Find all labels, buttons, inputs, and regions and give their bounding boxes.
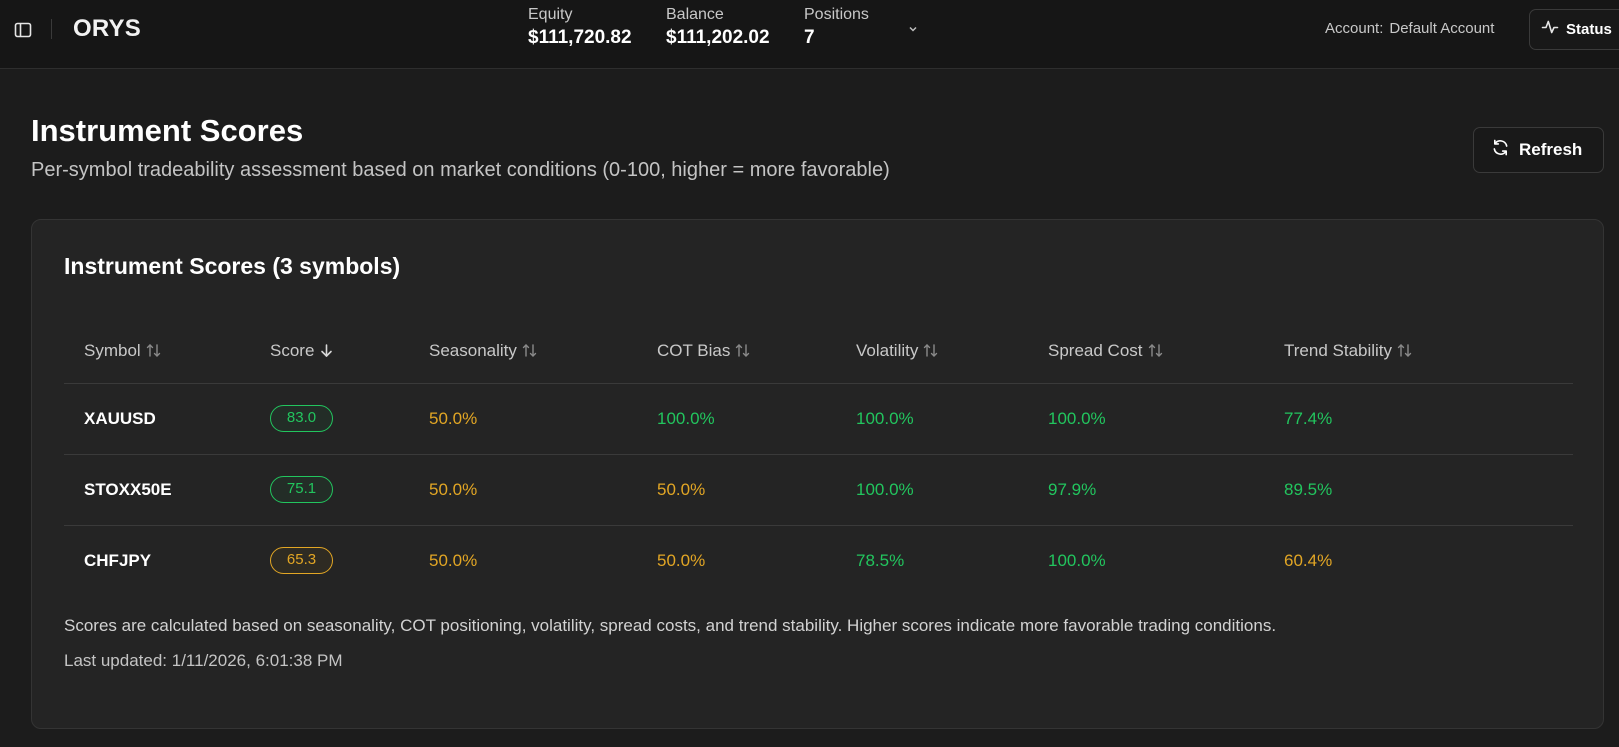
account-label: Account: [1325,20,1384,37]
volatility-cell: 78.5% [856,550,905,570]
chevron-down-icon[interactable] [906,22,920,36]
page-subtitle: Per-symbol tradeability assessment based… [31,159,890,181]
table-row[interactable]: XAUUSD 83.0 50.0% 100.0% 100.0% 100.0% 7… [64,383,1573,455]
balance-label: Balance [666,6,724,23]
score-cell: 65.3 [250,525,409,596]
refresh-button[interactable]: Refresh [1473,127,1604,173]
positions-label: Positions [804,6,869,23]
equity-stat: Equity $111,720.82 [528,5,632,51]
seasonality-cell: 50.0% [409,383,637,455]
column-header-cot-bias[interactable]: COT Bias [637,323,836,384]
status-button[interactable]: Status [1529,9,1619,50]
table-row[interactable]: CHFJPY 65.3 50.0% 50.0% 78.5% 100.0% 60.… [64,525,1573,596]
page-title: Instrument Scores [31,113,304,148]
sort-both-icon[interactable] [734,342,751,364]
score-badge: 83.0 [270,405,333,432]
symbol-cell: STOXX50E [64,454,250,526]
volatility-cell: 100.0% [836,383,1028,455]
card-title: Instrument Scores (3 symbols) [64,253,401,279]
cot-bias-cell: 50.0% [637,454,836,526]
table-row[interactable]: STOXX50E 75.1 50.0% 50.0% 100.0% 97.9% 8… [64,454,1573,526]
symbol-cell: XAUUSD [64,383,250,455]
spread-cost-cell: 100.0% [1048,550,1106,570]
refresh-icon [1491,138,1510,162]
topbar-divider [51,19,52,39]
column-header-volatility[interactable]: Volatility [836,323,1028,384]
score-cell: 75.1 [250,454,409,526]
score-badge: 75.1 [270,476,333,503]
sort-both-icon[interactable] [922,342,939,364]
column-header-trend-stability[interactable]: Trend Stability [1264,323,1573,384]
status-label: Status [1566,21,1612,38]
balance-value: $111,202.02 [666,27,770,48]
sort-both-icon[interactable] [145,342,162,364]
sort-both-icon[interactable] [1396,342,1413,364]
last-updated: Last updated: 1/11/2026, 6:01:38 PM [64,651,343,670]
column-header-score[interactable]: Score [250,323,409,384]
balance-stat: Balance $111,202.02 [666,5,770,51]
sort-desc-icon[interactable] [318,342,335,364]
seasonality-cell: 50.0% [429,550,478,570]
activity-pulse-icon [1541,18,1559,41]
column-header-spread-cost[interactable]: Spread Cost [1028,323,1264,384]
volatility-cell: 100.0% [836,454,1028,526]
seasonality-cell: 50.0% [409,454,637,526]
table-header-row: Symbol Score Seasonality COT Bias Volati… [64,323,1573,384]
positions-value: 7 [804,27,815,48]
spread-cost-cell: 97.9% [1028,454,1264,526]
top-bar: ORYS Equity $111,720.82 Balance $111,202… [0,0,1619,69]
sidebar-panel-icon[interactable] [12,19,34,41]
sort-both-icon[interactable] [1147,342,1164,364]
cot-bias-cell: 50.0% [657,550,706,570]
score-cell: 83.0 [250,383,409,455]
scores-table: Symbol Score Seasonality COT Bias Volati… [64,323,1573,596]
brand-logo[interactable]: ORYS [73,15,141,42]
instrument-scores-card: Instrument Scores (3 symbols) Symbol Sco… [31,219,1604,729]
equity-label: Equity [528,6,573,23]
spread-cost-cell: 100.0% [1028,383,1264,455]
sort-both-icon[interactable] [521,342,538,364]
symbol-cell: CHFJPY [84,550,152,570]
trend-stability-cell: 60.4% [1284,550,1333,570]
account-info[interactable]: Account: Default Account [1325,20,1494,37]
scores-footnote: Scores are calculated based on seasonali… [64,616,1277,635]
refresh-label: Refresh [1519,140,1583,159]
score-badge: 65.3 [270,547,333,575]
column-header-symbol[interactable]: Symbol [64,323,250,384]
column-header-seasonality[interactable]: Seasonality [409,323,637,384]
positions-stat: Positions 7 [804,5,869,51]
cot-bias-cell: 100.0% [637,383,836,455]
trend-stability-cell: 89.5% [1264,454,1573,526]
trend-stability-cell: 77.4% [1264,383,1573,455]
equity-value: $111,720.82 [528,27,632,48]
account-name: Default Account [1389,20,1495,37]
